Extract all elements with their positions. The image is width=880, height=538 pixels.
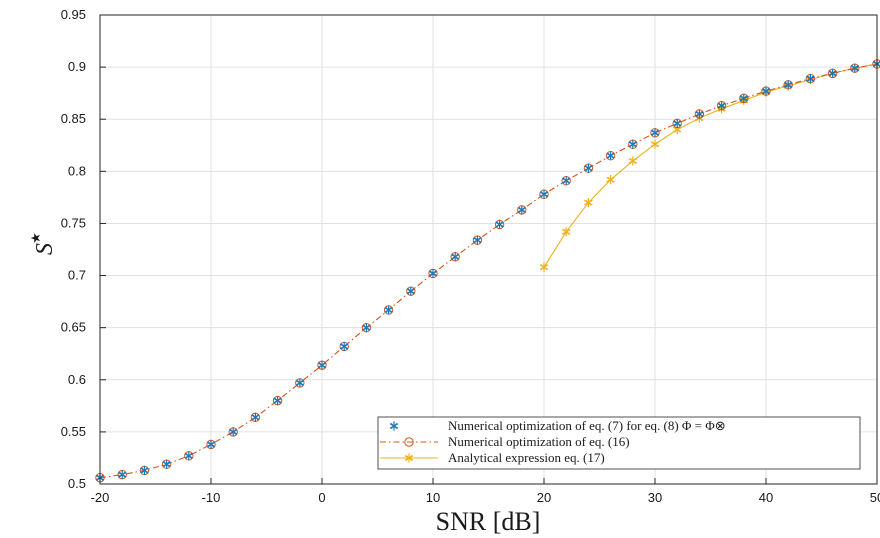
legend-entry-series-3: Analytical expression eq. (17) [380,450,605,465]
grid [99,14,878,485]
data-point-asterisk [362,323,371,333]
x-tick-label: 10 [426,490,440,505]
data-point-asterisk [117,470,127,480]
x-axis-label: SNR [dB] [436,507,541,536]
series-line-2 [99,63,878,479]
axes-box [99,14,878,485]
data-point-asterisk [717,101,726,111]
data-point-asterisk [606,151,615,161]
data-point-asterisk [584,198,593,208]
data-point-asterisk [650,128,660,138]
legend-label-1: Numerical optimization of eq. (7) for eq… [448,418,726,433]
data-point-asterisk [650,139,660,149]
legend-symbol-1 [389,421,399,431]
y-tick-label: 0.95 [61,7,86,22]
x-tick-label: 30 [648,490,662,505]
data-point-asterisk [783,80,793,90]
data-point-asterisk [806,73,815,84]
svg-text:S: S [32,243,58,255]
y-tick-label: 0.6 [68,372,86,387]
data-point-asterisk [228,427,238,437]
data-point-asterisk [628,139,638,149]
x-tick-label: 0 [318,490,325,505]
data-point-asterisk [828,68,837,78]
data-point-asterisk [517,205,527,215]
legend-label-3: Analytical expression eq. (17) [448,450,605,465]
y-tick-label: 0.75 [61,215,86,230]
y-tick-label: 0.8 [68,163,86,178]
data-point-asterisk [450,252,460,262]
legend-entry-series-1: Numerical optimization of eq. (7) for eq… [389,418,726,433]
data-point-asterisk [628,156,638,166]
data-point-asterisk [339,341,349,352]
data-point-asterisk [561,176,571,186]
data-point-asterisk [739,93,749,103]
data-point-asterisk [428,268,438,279]
data-point-asterisk [206,439,216,449]
data-point-asterisk [539,189,549,199]
y-tick-label: 0.85 [61,111,86,126]
y-tick-label: 0.65 [61,320,86,335]
x-tick-label: 40 [759,490,773,505]
x-tick-label: -10 [202,490,221,505]
legend-symbol-3 [380,453,438,463]
data-point-asterisk [672,118,682,128]
data-point-asterisk [251,412,260,422]
data-point-asterisk [473,235,482,245]
data-point-asterisk [384,305,393,315]
y-tick-label: 0.55 [61,424,86,439]
legend-entry-series-2: Numerical optimization of eq. (16) [380,434,630,449]
legend-box [377,416,861,470]
y-axis-label: S ★ [28,232,58,255]
data-point-asterisk [295,378,305,388]
data-point-asterisk [184,451,194,461]
x-tick-label: 20 [537,490,551,505]
data-point-asterisk [273,396,282,406]
legend-label-2: Numerical optimization of eq. (16) [448,434,630,449]
y-tick-label: 0.7 [68,268,86,283]
x-tick-label: -20 [91,490,110,505]
x-tick-label: 50 [870,490,880,505]
y-tick-label: 0.5 [68,476,86,491]
data-point-asterisk [850,63,860,73]
data-point-asterisk [406,286,416,296]
y-tick-label: 0.9 [68,59,86,74]
legend-marker-circle [404,437,414,447]
series-layer [95,59,880,483]
data-point-asterisk [761,86,771,96]
data-point-asterisk [162,459,171,469]
ticks: -20 -10 0 10 20 30 40 50 0.5 0.55 0.6 0.65 0.7 0.75 0.… [61,7,880,505]
legend-symbol-2 [380,437,438,447]
data-point-asterisk [317,360,327,370]
svg-text:★: ★ [28,232,43,244]
series-1 [95,59,880,483]
series-line-3 [543,63,878,268]
data-point-asterisk [539,262,549,272]
data-point-asterisk [140,465,149,476]
data-point-asterisk [695,109,704,119]
data-point-asterisk [584,163,593,173]
legend-marker-asterisk [404,453,414,463]
data-point-asterisk [561,227,571,237]
legend-marker-asterisk [389,421,399,431]
data-point-asterisk [495,219,504,230]
legend: Numerical optimization of eq. (7) for eq… [377,416,861,470]
data-point-asterisk [606,175,615,185]
